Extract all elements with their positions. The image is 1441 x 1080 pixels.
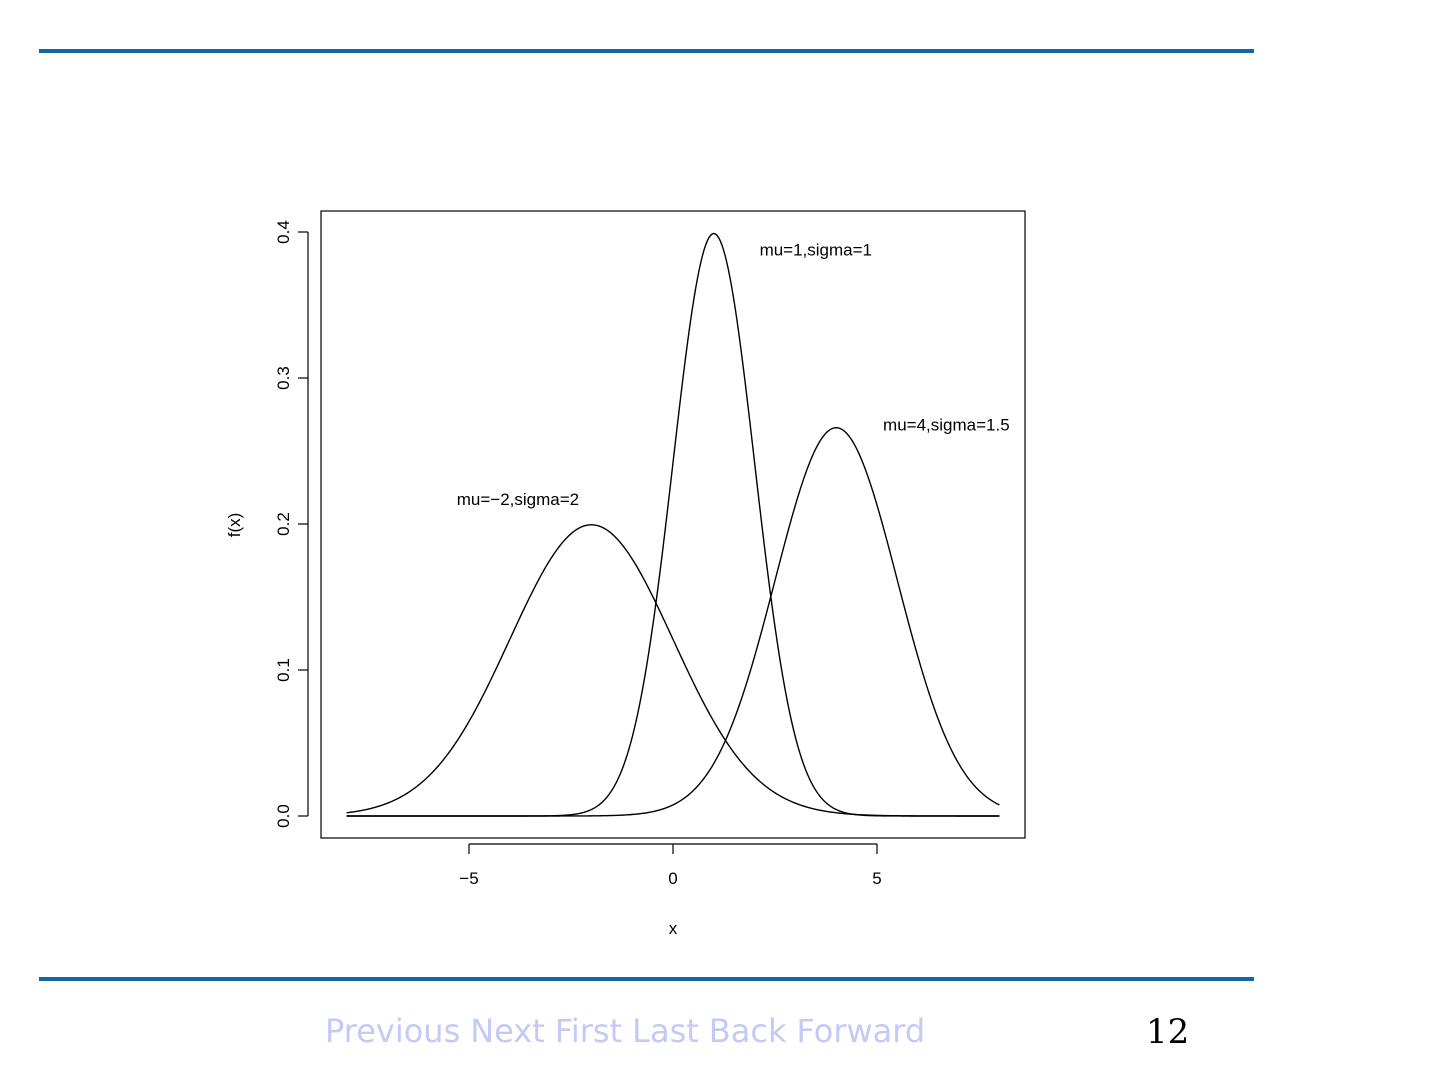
y-tick-label: 0.2 [274,512,293,536]
nav-forward-link[interactable]: Forward [796,1012,926,1050]
curve-annotation: mu=−2,sigma=2 [457,490,579,509]
y-tick-label: 0.0 [274,804,293,828]
x-axis-label: x [669,919,678,938]
plot-frame [320,210,1026,839]
y-tick-label: 0.1 [274,658,293,682]
nav-previous-link[interactable]: Previous [325,1012,461,1050]
density-curve [346,232,1000,817]
nav-last-link[interactable]: Last [632,1012,699,1050]
nav-back-link[interactable]: Back [708,1012,787,1050]
page-number: 12 [1146,1012,1190,1052]
y-tick-label: 0.3 [274,366,293,390]
top-rule [39,49,1254,53]
nav-next-link[interactable]: Next [470,1012,545,1050]
nav-first-link[interactable]: First [554,1012,623,1050]
y-tick-label: 0.4 [274,220,293,244]
slide-navigation: Previous Next First Last Back Forward [325,1012,925,1050]
density-curve [346,426,1000,817]
y-axis-label: f(x) [225,513,244,538]
curve-annotation: mu=1,sigma=1 [760,240,872,259]
bottom-rule [39,977,1254,981]
curve-annotation: mu=4,sigma=1.5 [883,416,1010,435]
curve-annotations: mu=−2,sigma=2 mu=1,sigma=1 mu=4,sigma=1.5 [457,240,1010,509]
density-curve [346,524,1000,817]
x-tick-label: 0 [668,869,677,888]
x-axis: −5 0 5 [459,843,882,888]
density-curves [346,232,1000,817]
y-axis: 0.0 0.1 0.2 0.3 0.4 [274,220,309,828]
x-tick-label: 5 [872,869,881,888]
x-tick-label: −5 [459,869,478,888]
